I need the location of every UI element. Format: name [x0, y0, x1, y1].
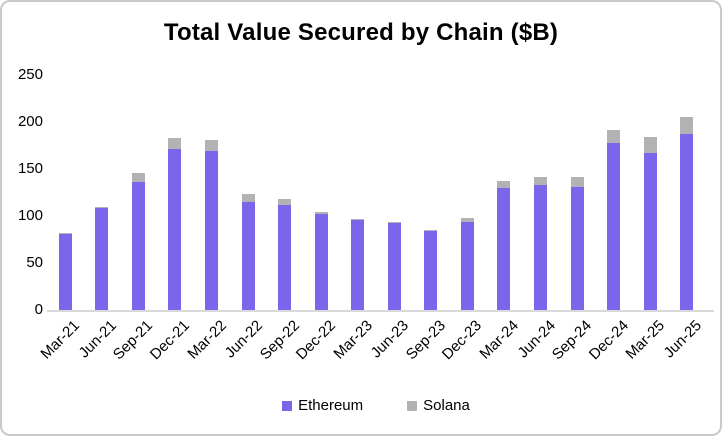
y-axis-tick-label: 150	[17, 160, 43, 177]
bar-segment-ethereum	[534, 184, 547, 310]
bar-segment-solana	[570, 177, 584, 187]
bar-jun-21	[95, 206, 109, 310]
y-axis-tick-label: 50	[26, 254, 43, 271]
legend-item-ethereum: Ethereum	[282, 397, 363, 414]
bar-jun-23	[387, 221, 401, 310]
legend-label-ethereum: Ethereum	[298, 397, 364, 414]
bar-segment-solana	[95, 206, 109, 209]
bar-segment-solana	[131, 172, 145, 183]
bar-segment-solana	[58, 232, 72, 234]
bar-dec-22	[314, 212, 328, 310]
bar-segment-ethereum	[424, 231, 438, 310]
y-axis-tick-label: 250	[17, 66, 43, 83]
bar-mar-22	[205, 139, 218, 310]
bar-segment-ethereum	[607, 142, 621, 310]
bar-mar-24	[497, 181, 511, 310]
bar-segment-solana	[424, 230, 438, 232]
bar-segment-solana	[460, 217, 474, 222]
bar-mar-25	[643, 137, 657, 310]
chart-title: Total Value Secured by Chain ($B)	[163, 19, 559, 46]
bar-segment-ethereum	[278, 204, 292, 310]
bar-segment-solana	[205, 139, 218, 152]
x-axis-line	[47, 310, 714, 312]
bar-segment-ethereum	[241, 201, 255, 310]
bar-mar-23	[351, 218, 365, 310]
bar-segment-solana	[351, 218, 365, 220]
bar-segment-solana	[497, 181, 511, 188]
bar-segment-ethereum	[643, 153, 657, 310]
ethereum-swatch	[282, 400, 293, 411]
bar-segment-ethereum	[95, 208, 109, 310]
bar-segment-ethereum	[460, 221, 474, 310]
bar-dec-21	[168, 138, 182, 310]
bar-segment-ethereum	[497, 187, 511, 310]
bar-segment-solana	[387, 221, 401, 223]
legend-label-solana: Solana	[423, 397, 470, 414]
bar-jun-24	[534, 177, 547, 310]
bar-dec-24	[607, 130, 621, 310]
bar-segment-ethereum	[314, 214, 328, 310]
bar-segment-solana	[314, 212, 328, 215]
bar-sep-21	[131, 172, 145, 310]
bar-jun-25	[680, 117, 694, 310]
bar-segment-solana	[680, 117, 694, 135]
legend-item-solana: Solana	[407, 397, 470, 414]
bar-segment-ethereum	[387, 222, 401, 310]
bar-segment-ethereum	[680, 134, 694, 310]
bar-segment-solana	[534, 177, 547, 185]
bar-segment-ethereum	[351, 219, 365, 310]
bar-segment-ethereum	[570, 186, 584, 310]
bar-sep-22	[278, 199, 292, 310]
legend: Ethereum Solana	[47, 397, 705, 414]
bar-segment-solana	[607, 130, 621, 143]
y-axis-tick-label: 200	[17, 113, 43, 130]
bar-segment-solana	[643, 137, 657, 154]
bar-mar-21	[58, 232, 72, 310]
bar-segment-ethereum	[58, 233, 72, 310]
y-axis-tick-label: 100	[17, 207, 43, 224]
bar-sep-23	[424, 230, 438, 310]
bar-sep-24	[570, 177, 584, 310]
bar-segment-ethereum	[131, 182, 145, 310]
bar-jun-22	[241, 194, 255, 310]
bar-segment-solana	[278, 199, 292, 205]
bar-segment-solana	[168, 138, 182, 150]
y-axis-tick-label: 0	[34, 301, 43, 318]
bar-segment-ethereum	[205, 151, 218, 310]
bar-segment-ethereum	[168, 149, 182, 310]
bar-dec-23	[460, 217, 474, 310]
solana-swatch	[407, 400, 418, 411]
bar-segment-solana	[241, 194, 255, 202]
